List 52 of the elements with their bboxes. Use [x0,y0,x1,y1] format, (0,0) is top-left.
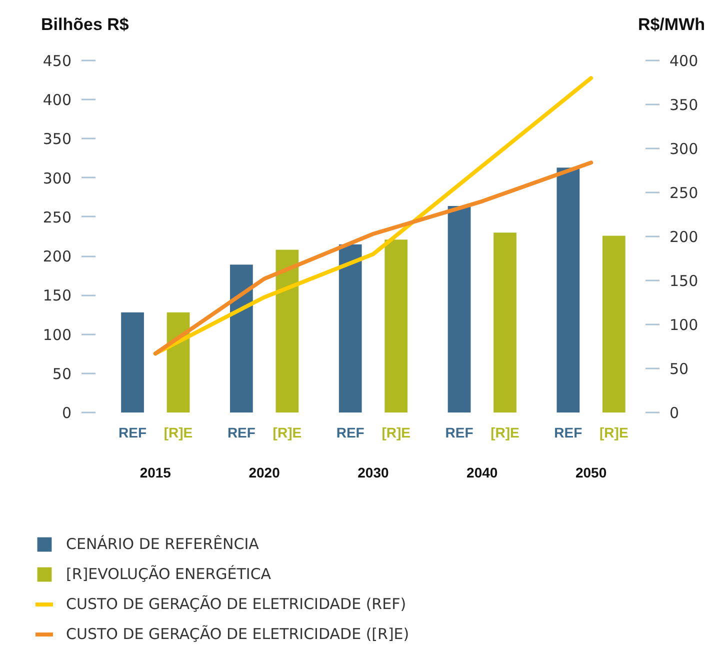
legend-label: [R]EVOLUÇÃO ENERGÉTICA [66,564,272,584]
bar [166,312,190,412]
y2-tick-label: 200 [670,228,698,246]
legend-label: CUSTO DE GERAÇÃO DE ELETRICIDADE (REF) [66,594,406,614]
bar [121,312,144,412]
line-series [153,160,594,356]
y-tick-label: 50 [52,364,72,383]
bar [276,250,299,412]
y-axis-title: Bilhões R$ [41,14,129,36]
bar [556,168,580,412]
text: [R]E [272,424,302,440]
line-series [153,76,594,356]
y2-tick-label: 250 [670,184,698,202]
text: [R]E [164,424,193,440]
y2-tick-label: 350 [670,96,698,114]
bar [494,232,516,412]
bar [448,206,471,412]
x-tick-label: 2040 [466,464,498,480]
y2-tick-label: 400 [670,52,698,70]
y2-tick-label: 300 [670,140,698,158]
y-tick-label: 450 [42,52,72,70]
y-tick-label: 350 [42,130,72,148]
y-tick-label: 0 [62,404,72,422]
text: REF [336,424,365,440]
y-tick-label: 100 [42,326,72,344]
x-tick-label: 2020 [248,464,280,480]
x-tick-label: 2015 [140,464,172,480]
y-tick-label: 200 [42,248,72,266]
y2-tick-label: 0 [670,404,680,422]
bar [384,240,408,412]
x-tick-label: 2050 [575,464,607,480]
y2-axis-title: R$/MWh [638,14,705,36]
y-tick-label: 250 [42,208,72,226]
text: [R]E [382,424,410,440]
text: [R]E [600,424,628,440]
y-tick-label: 300 [42,169,72,188]
bar [338,244,362,412]
y2-tick-label: 100 [670,316,698,334]
text: REF [227,424,256,440]
y2-tick-label: 150 [670,272,698,290]
y-tick-label: 400 [42,91,72,110]
text: REF [118,424,147,440]
x-tick-label: 2030 [358,464,390,480]
y2-tick-label: 50 [670,360,689,378]
bar [602,236,626,412]
legend-label: CENÁRIO DE REFERÊNCIA [66,534,259,554]
text: REF [554,424,583,440]
legend-label: CUSTO DE GERAÇÃO DE ELETRICIDADE ([R]E) [66,624,410,644]
text: REF [445,424,474,440]
y-tick-label: 150 [42,286,72,305]
bar [230,264,253,412]
text: [R]E [490,424,520,440]
